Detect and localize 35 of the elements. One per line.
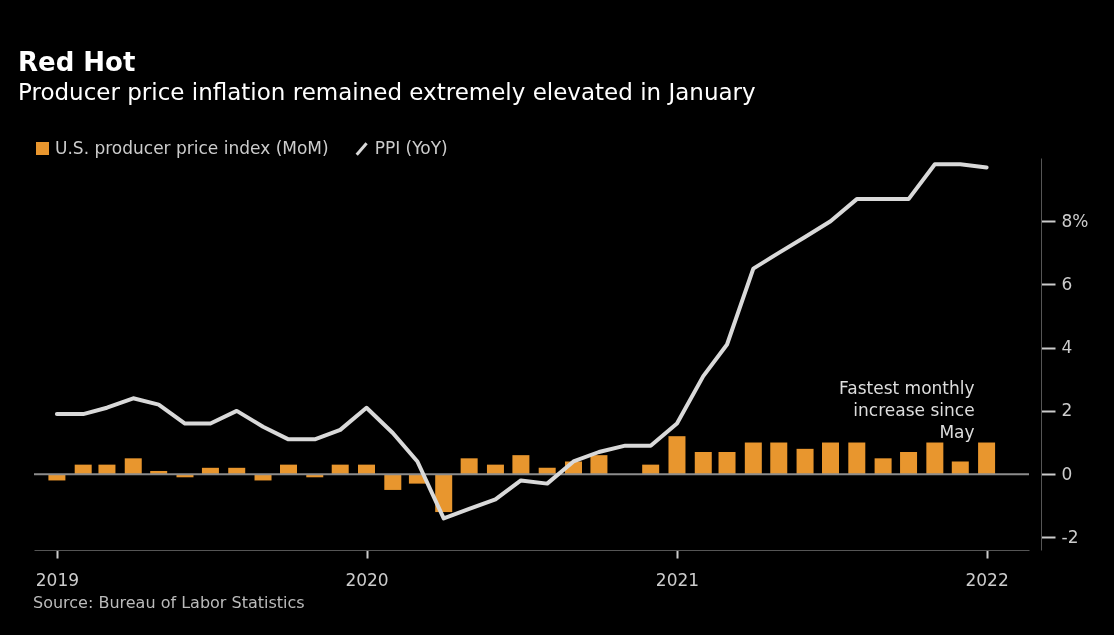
- bar: [718, 452, 736, 475]
- chart-subtitle: Producer price inflation remained extremely elevated in January: [18, 79, 756, 105]
- bar: [384, 474, 402, 490]
- legend-label: PPI (YoY): [374, 138, 448, 158]
- line-series: [54, 162, 989, 521]
- bar: [590, 455, 608, 475]
- legend-label: U.S. producer price index (MoM): [55, 137, 329, 158]
- source-note: Source: Bureau of Labor Statistics: [33, 593, 305, 612]
- annotation: Fastest monthly increase since May: [839, 377, 975, 442]
- y-tick-label: 2: [1061, 400, 1073, 421]
- bar: [744, 442, 762, 475]
- y-tick-label: 0: [1061, 463, 1073, 484]
- x-tick-label: 2019: [35, 569, 80, 590]
- bar: [694, 452, 712, 475]
- bar: [124, 458, 142, 475]
- x-tick-label: 2022: [965, 569, 1009, 590]
- bar: [668, 436, 686, 475]
- bar: [822, 442, 840, 475]
- bar: [926, 442, 944, 475]
- bar: [796, 448, 814, 475]
- y-tick-label: 6: [1061, 273, 1073, 294]
- x-tick-label: 2021: [655, 569, 700, 590]
- bar: [978, 442, 996, 475]
- bar: [900, 452, 918, 475]
- y-tick-label: 8%: [1061, 210, 1089, 231]
- x-tick-label: 2020: [345, 569, 389, 590]
- y-tick-label: 4: [1061, 337, 1073, 358]
- bar: [770, 442, 788, 475]
- y-tick-label: -2: [1061, 526, 1079, 547]
- bar: [460, 458, 478, 475]
- bar: [848, 442, 866, 475]
- bar: [512, 455, 530, 475]
- bar: [951, 461, 969, 475]
- chart-title: Red Hot: [18, 47, 136, 77]
- bar: [874, 458, 892, 475]
